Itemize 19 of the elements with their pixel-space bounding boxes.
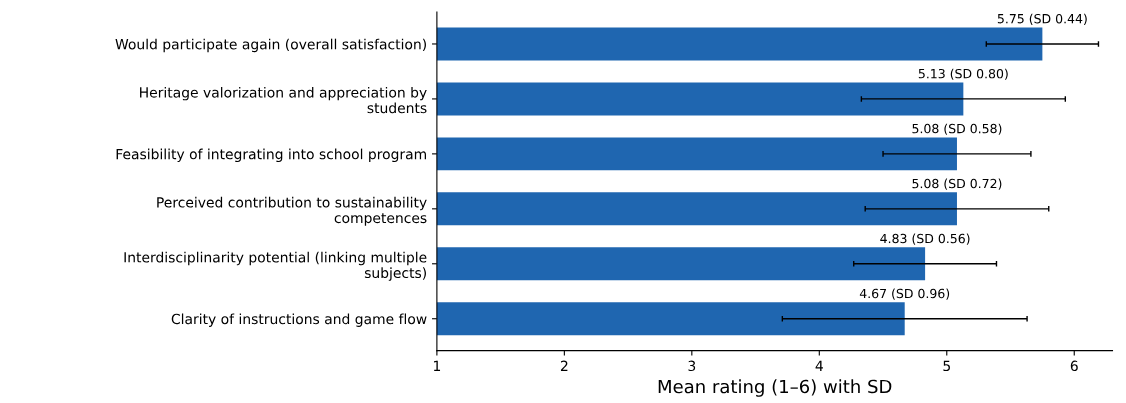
x-axis-title: Mean rating (1–6) with SD [658, 379, 892, 397]
y-tick-label: Interdisciplinarity potential (linking multiple subjects) [124, 251, 427, 281]
y-tick-label: Heritage valorization and appreciation by students [140, 86, 427, 114]
data-label: 5.13 (SD 0.80) [918, 68, 1008, 80]
x-tick-label: 1 [434, 360, 441, 371]
y-tick-label: Feasibility of integrating into school program [116, 148, 426, 163]
x-tick-label: 4 [815, 360, 823, 371]
y-tick-label: Would participate again (overall satisfaction) [115, 38, 426, 53]
y-tick-label: Clarity of instructions and game flow [171, 313, 427, 327]
data-label: 5.08 (SD 0.58) [912, 123, 1002, 135]
x-tick-label: 2 [560, 360, 568, 371]
data-label: 5.75 (SD 0.44) [997, 13, 1087, 25]
x-tick-label: 3 [688, 360, 696, 372]
y-tick-label: Perceived contribution to sustainability competences [157, 196, 427, 226]
x-tick-label: 6 [1070, 360, 1078, 372]
x-tick-label: 5 [943, 360, 950, 372]
data-label: 4.83 (SD 0.56) [880, 233, 970, 245]
data-label: 5.08 (SD 0.72) [912, 178, 1002, 190]
data-label: 4.67 (SD 0.96) [859, 288, 950, 300]
